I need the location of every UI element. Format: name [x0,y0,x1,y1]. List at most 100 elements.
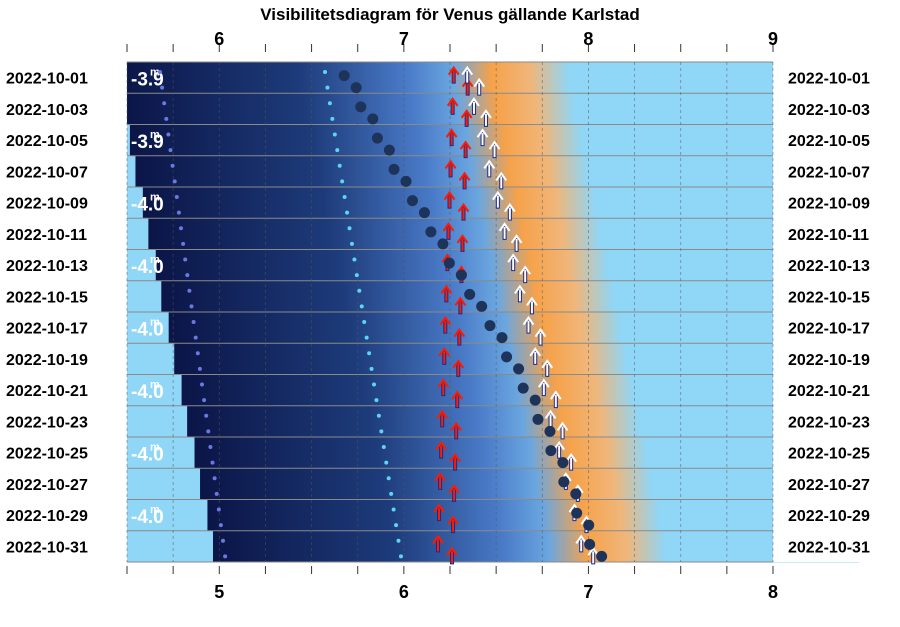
twilight-trace-dot [362,320,367,324]
arrow-head [550,390,562,400]
venus-rise-arrow [444,159,457,178]
night-trace-dot [181,241,186,246]
magnitude-superscript: m [150,504,160,516]
arrow-head [454,296,467,306]
twilight-trace-dot [374,398,379,403]
twilight-band [142,187,789,219]
sun-rise-arrow [556,421,569,440]
twilight-trace-dot [359,304,364,309]
twilight-trace-dot [349,241,354,246]
arrow-head [453,327,466,338]
arrow-head [456,234,469,244]
venus-rise-arrow [450,421,463,440]
arrow-head [437,378,450,388]
arrow-head [541,359,554,369]
magnitude-label: -4.0 [131,445,164,466]
twilight-trace-dot [381,445,386,449]
twilight-band [155,249,802,282]
twilight-band [117,62,763,94]
venus-rise-arrow [440,284,453,303]
magnitude-label: -4.0 [131,320,164,341]
night-trace-dot [172,179,177,184]
sky-row [127,530,859,563]
sun-dot [501,351,513,363]
night-trace-dot [168,148,173,153]
sun-rise-arrow [473,77,486,96]
sun-rise-arrow [534,327,547,346]
night-trace-dot [223,554,228,559]
top-axis-tick-label: 8 [583,29,593,49]
twilight-trace-dot [389,491,394,496]
arrow-head [444,159,457,169]
date-label-right: 2022-10-05 [788,133,870,150]
arrow-head [565,452,577,463]
sun-dot [557,457,569,469]
night-trace-dot [197,366,202,371]
night-trace-dot [206,429,211,434]
arrow-head [447,65,460,76]
date-label-right: 2022-10-15 [788,289,870,306]
arrow-head [510,234,523,244]
date-label-right: 2022-10-07 [788,164,870,181]
date-label-left: 2022-10-31 [6,539,88,556]
venus-rise-arrow [445,128,458,147]
arrow-head [498,222,511,232]
arrow-head [451,390,464,400]
magnitude-superscript: m [150,254,160,266]
arrow-head [443,190,456,201]
twilight-trace-dot [384,460,389,465]
arrow-head [483,159,496,169]
magnitude-label: -3.9 [131,70,164,91]
sun-rise-arrow [492,190,504,209]
sun-dot [383,144,395,156]
sun-rise-arrow [544,409,557,428]
venus-rise-arrow [446,546,458,565]
sky-bands [0,62,900,563]
date-label-right: 2022-10-03 [788,102,870,119]
arrow-head [442,222,455,232]
twilight-trace-dot [364,335,369,340]
twilight-trace-dot [398,554,403,559]
sun-dot [513,363,525,375]
sun-dot [583,519,595,531]
night-trace-dot [212,476,217,481]
sun-rise-arrow [565,452,577,471]
sun-rise-arrow [510,234,523,252]
sun-dot [544,425,556,437]
date-label-left: 2022-10-13 [6,258,88,275]
venus-rise-arrow [454,296,467,315]
date-label-left: 2022-10-09 [6,196,88,213]
venus-rise-arrow [451,390,464,409]
axis-labels: 6 7 8 9 5 6 7 8 2022-10-01 2022-10-01 2022-10-03 20… [6,29,870,602]
right-cover [773,62,900,562]
night-trace-dot [218,523,223,528]
sun-rise-arrow [498,222,511,240]
sky-row [127,343,821,375]
sun-dot [437,238,449,250]
arrow-head [544,409,557,419]
sun-dot [584,538,596,550]
sun-rise-arrow [519,265,531,284]
sun-dot [455,269,467,281]
night-trace-dot [176,210,181,215]
date-label-left: 2022-10-27 [6,477,88,494]
twilight-trace-dot [323,70,327,74]
date-label-left: 2022-10-21 [6,383,88,400]
arrow-head [476,128,489,138]
arrow-head [495,171,508,181]
sun-dot [529,394,541,406]
sun-rise-arrow [495,171,508,190]
magnitude-superscript: m [150,317,160,329]
twilight-trace-dot [376,413,381,418]
night-trace-dot [202,398,207,403]
sun-dot [418,207,430,219]
date-label-right: 2022-10-21 [788,383,870,400]
twilight-trace-dot [391,507,396,512]
sky-row [117,62,773,94]
date-label-left: 2022-10-23 [6,414,88,431]
sun-dot [496,332,508,344]
arrow-head [433,503,445,513]
date-label-right: 2022-10-09 [788,196,870,213]
magnitude-label: -4.0 [131,257,164,278]
